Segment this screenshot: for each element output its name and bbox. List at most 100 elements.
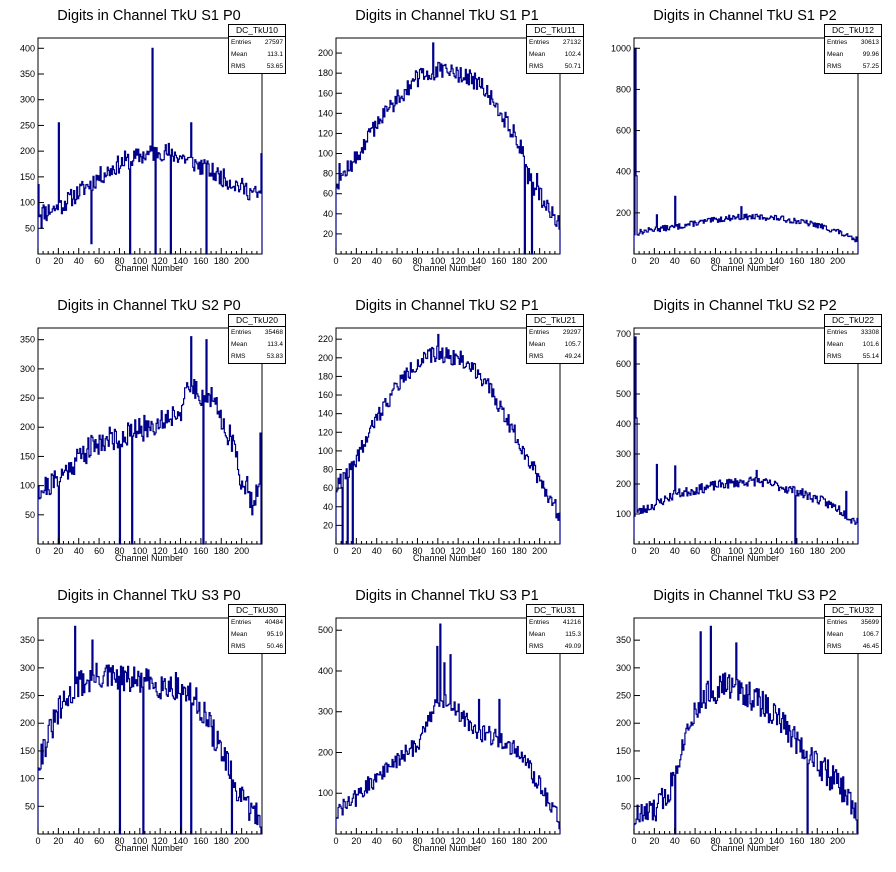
x-tick-label: 20 <box>649 836 659 846</box>
y-tick-label: 200 <box>20 146 35 156</box>
stats-value: 55.14 <box>862 353 879 360</box>
histogram-panel: 0 20 40 60 80 100 120 140 160 180 200 200 400 600 800 1… <box>596 0 894 290</box>
y-tick-label: 200 <box>318 747 333 757</box>
x-tick-label: 100 <box>728 256 743 266</box>
x-tick-label: 20 <box>53 546 63 556</box>
histogram-plot: 0 20 40 60 80 100 120 140 160 180 200 20 40 60 80 100 12… <box>318 327 561 556</box>
x-tick-label: 180 <box>810 546 825 556</box>
stats-value: 102.4 <box>564 51 581 58</box>
y-tick-label: 100 <box>616 774 631 784</box>
x-tick-label: 20 <box>351 546 361 556</box>
stats-value: 95.19 <box>266 631 283 638</box>
stats-label: Mean <box>529 631 546 638</box>
histogram-plot: 0 20 40 60 80 100 120 140 160 180 200 50 100 150 200 25… <box>616 617 859 846</box>
x-tick-label: 40 <box>74 256 84 266</box>
x-tick-label: 0 <box>333 546 338 556</box>
x-tick-label: 140 <box>769 256 784 266</box>
x-tick-label: 20 <box>649 256 659 266</box>
stats-label: RMS <box>827 643 842 650</box>
plot-title: Digits in Channel TkU S1 P1 <box>355 8 539 24</box>
y-tick-label: 700 <box>616 329 631 339</box>
x-tick-label: 60 <box>690 546 700 556</box>
stats-value: 101.6 <box>862 341 879 348</box>
y-tick-label: 50 <box>25 510 35 520</box>
y-tick-label: 100 <box>318 149 333 159</box>
histogram-panel: 0 20 40 60 80 100 120 140 160 180 200 100 200 300 400 5… <box>298 580 596 870</box>
stats-value: 105.7 <box>564 341 581 348</box>
histogram-plot: 0 20 40 60 80 100 120 140 160 180 200 50 100 150 200 25… <box>20 37 263 266</box>
x-tick-label: 80 <box>412 836 422 846</box>
y-tick-label: 200 <box>318 353 333 363</box>
y-tick-label: 160 <box>318 390 333 400</box>
x-axis-label: Channel Number <box>710 263 780 273</box>
x-tick-label: 0 <box>631 546 636 556</box>
histogram-panel: 0 20 40 60 80 100 120 140 160 180 200 20 40 60 80 100 12… <box>298 0 596 290</box>
y-tick-label: 250 <box>20 691 35 701</box>
x-tick-label: 140 <box>769 546 784 556</box>
stats-value: 46.45 <box>862 643 879 650</box>
y-tick-label: 400 <box>616 419 631 429</box>
stats-label: Entries <box>827 39 848 46</box>
stats-label: Entries <box>827 329 848 336</box>
stats-label: Entries <box>827 619 848 626</box>
stats-value: 27597 <box>264 39 283 46</box>
x-tick-label: 120 <box>749 256 764 266</box>
stats-label: RMS <box>231 353 246 360</box>
x-tick-label: 160 <box>789 546 804 556</box>
stats-row: RMS 49.24 <box>527 351 583 363</box>
x-tick-label: 0 <box>333 836 338 846</box>
y-tick-label: 120 <box>318 427 333 437</box>
stats-name: DC_TkU11 <box>527 25 583 37</box>
histogram-series-line <box>335 333 561 545</box>
x-tick-label: 120 <box>451 546 466 556</box>
stats-row: Entries 40484 <box>229 617 285 629</box>
histogram-plot: 0 20 40 60 80 100 120 140 160 180 200 100 200 300 400 5… <box>616 327 859 556</box>
stats-row: RMS 53.65 <box>229 61 285 73</box>
stats-row: Entries 35699 <box>825 617 881 629</box>
y-tick-label: 150 <box>20 746 35 756</box>
stats-label: RMS <box>231 63 246 70</box>
x-tick-label: 0 <box>35 836 40 846</box>
histogram-plot: 0 20 40 60 80 100 120 140 160 180 200 100 200 300 400 5… <box>318 617 561 846</box>
histogram-series-line <box>37 625 263 835</box>
stats-value: 49.24 <box>564 353 581 360</box>
stats-row: RMS 55.14 <box>825 351 881 363</box>
y-tick-label: 180 <box>318 371 333 381</box>
y-tick-label: 350 <box>20 335 35 345</box>
stats-row: Mean 105.7 <box>527 339 583 351</box>
stats-value: 30613 <box>860 39 879 46</box>
y-tick-label: 250 <box>616 691 631 701</box>
x-tick-label: 100 <box>728 836 743 846</box>
stats-box: DC_TkU10 Entries 27597 Mean 113.1 RMS 53.65 <box>228 24 286 74</box>
x-tick-label: 0 <box>35 256 40 266</box>
x-tick-label: 140 <box>173 836 188 846</box>
stats-name: DC_TkU31 <box>527 605 583 617</box>
stats-row: Entries 27132 <box>527 37 583 49</box>
histogram-series-line <box>633 625 859 835</box>
x-tick-label: 40 <box>74 836 84 846</box>
stats-label: Entries <box>529 619 550 626</box>
stats-row: Entries 41216 <box>527 617 583 629</box>
stats-name: DC_TkU22 <box>825 315 881 327</box>
y-tick-label: 200 <box>616 479 631 489</box>
x-axis-label: Channel Number <box>114 553 184 563</box>
x-tick-label: 180 <box>512 836 527 846</box>
x-tick-label: 200 <box>234 836 249 846</box>
x-tick-label: 200 <box>532 256 547 266</box>
histogram-panel: 0 20 40 60 80 100 120 140 160 180 200 50 100 150 200 25… <box>0 580 298 870</box>
x-tick-label: 180 <box>214 836 229 846</box>
x-tick-label: 160 <box>491 256 506 266</box>
plot-title: Digits in Channel TkU S3 P0 <box>57 588 241 604</box>
stats-label: RMS <box>231 643 246 650</box>
plot-title: Digits in Channel TkU S3 P2 <box>653 588 837 604</box>
x-tick-label: 20 <box>53 256 63 266</box>
stats-box: DC_TkU21 Entries 29297 Mean 105.7 RMS 49.24 <box>526 314 584 364</box>
y-tick-label: 20 <box>323 520 333 530</box>
x-tick-label: 40 <box>372 546 382 556</box>
y-tick-label: 100 <box>318 446 333 456</box>
stats-row: Entries 30613 <box>825 37 881 49</box>
y-tick-label: 800 <box>616 84 631 94</box>
x-tick-label: 180 <box>512 256 527 266</box>
histogram-plot: 0 20 40 60 80 100 120 140 160 180 200 50 100 150 200 25… <box>20 617 263 846</box>
x-tick-label: 140 <box>471 836 486 846</box>
